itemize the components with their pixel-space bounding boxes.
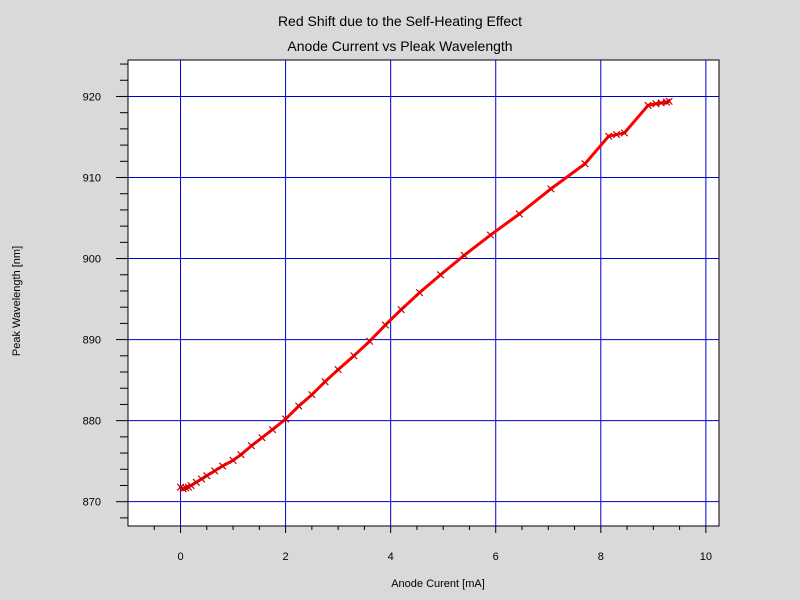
x-tick-label: 8 <box>598 551 604 563</box>
data-point-23 <box>397 305 405 314</box>
data-point-13 <box>258 433 266 442</box>
data-point-19 <box>334 365 342 374</box>
chart-subtitle: Anode Current vs Pleak Wavelength <box>287 38 512 54</box>
data-point-7 <box>203 472 211 480</box>
data-point-11 <box>237 450 245 459</box>
series-layer <box>176 97 673 493</box>
data-point-5 <box>192 478 201 486</box>
data-point-32 <box>612 130 621 139</box>
plot-area <box>127 59 720 527</box>
data-point-30 <box>581 160 589 168</box>
x-tick-label: 2 <box>283 551 289 563</box>
data-point-18 <box>321 378 329 386</box>
data-point-26 <box>460 251 468 260</box>
data-point-1 <box>179 484 187 493</box>
data-point-20 <box>350 352 358 360</box>
data-point-16 <box>295 402 303 410</box>
data-point-10 <box>229 456 237 465</box>
data-point-29 <box>547 185 555 193</box>
data-point-25 <box>436 271 445 279</box>
y-tick-label: 920 <box>83 91 101 103</box>
data-point-21 <box>365 337 374 345</box>
data-point-4 <box>187 481 195 490</box>
y-tick-label: 890 <box>83 335 101 347</box>
x-tick-label: 6 <box>493 551 499 563</box>
x-axis-label: Anode Curent [mA] <box>391 578 485 590</box>
data-point-15 <box>281 415 290 423</box>
data-point-6 <box>197 475 206 483</box>
data-point-33 <box>620 129 629 137</box>
y-tick-label: 900 <box>83 254 101 266</box>
x-tick-label: 10 <box>700 551 712 563</box>
y-tick-label: 910 <box>83 173 101 185</box>
data-point-8 <box>210 467 219 475</box>
data-point-24 <box>415 288 424 297</box>
data-point-2 <box>182 484 190 492</box>
data-point-22 <box>381 321 390 329</box>
data-point-17 <box>308 390 316 399</box>
data-point-31 <box>604 132 613 140</box>
data-point-28 <box>515 210 524 218</box>
grid-lines <box>128 60 719 526</box>
y-axis-label: Peak Wavelength [nm] <box>11 246 23 356</box>
axis-ticks <box>116 63 707 533</box>
data-point-12 <box>247 442 256 450</box>
data-point-37 <box>662 98 671 106</box>
data-point-27 <box>486 231 495 239</box>
x-tick-label: 0 <box>177 551 183 563</box>
data-point-14 <box>268 425 277 434</box>
data-point-34 <box>644 101 652 110</box>
tick-labels: 0 2 4 6 8 10 870 880 890 900 910 920 <box>83 91 712 563</box>
y-tick-label: 880 <box>83 416 101 428</box>
x-tick-label: 4 <box>388 551 394 563</box>
data-point-9 <box>218 462 227 470</box>
chart-title: Red Shift due to the Self-Heating Effect <box>278 13 522 29</box>
data-point-38 <box>665 97 673 106</box>
y-tick-label: 870 <box>83 497 101 509</box>
